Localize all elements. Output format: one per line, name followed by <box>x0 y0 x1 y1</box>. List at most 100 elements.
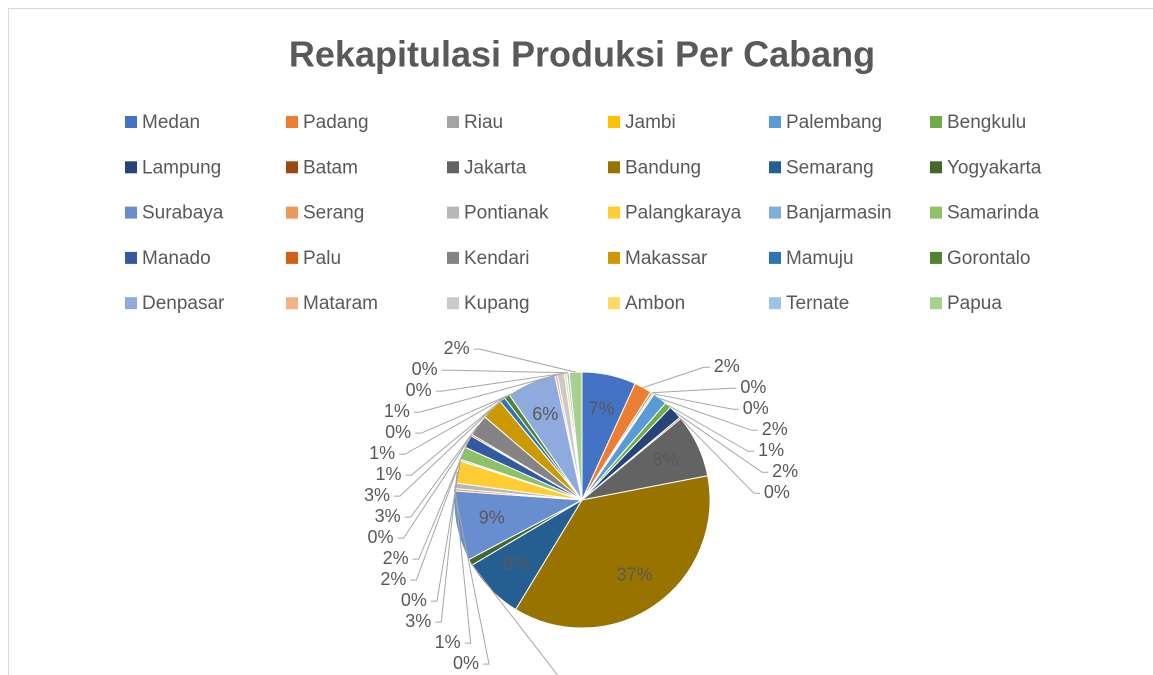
legend-marker <box>930 116 942 128</box>
legend-marker <box>286 116 298 128</box>
legend-label: Samarinda <box>947 203 1039 224</box>
leader-line <box>435 372 566 392</box>
data-label: 7% <box>589 399 615 419</box>
data-label: 3% <box>405 611 431 631</box>
leader-line <box>642 366 710 389</box>
legend-marker <box>930 206 942 219</box>
leader-line <box>469 562 559 675</box>
legend-label: Palangkaraya <box>625 203 742 224</box>
legend-marker <box>286 161 298 174</box>
data-label: 1% <box>529 674 555 675</box>
data-label: 1% <box>435 632 461 652</box>
leader-line <box>415 374 557 434</box>
data-label: 0% <box>764 482 790 502</box>
legend-label: Riau <box>464 112 503 133</box>
data-label: 0% <box>401 590 427 610</box>
data-label: 2% <box>714 356 740 376</box>
legend-label: Kupang <box>464 293 530 314</box>
legend-label: Papua <box>947 293 1002 314</box>
data-label: 2% <box>762 419 788 439</box>
leader-line <box>653 393 739 410</box>
data-label: 0% <box>412 359 438 379</box>
legend-marker <box>930 161 942 174</box>
legend-label: Palu <box>303 248 341 269</box>
legend-label: Jakarta <box>464 157 527 178</box>
chart-title: Rekapitulasi Produksi Per Cabang <box>289 34 875 75</box>
legend-label: Jambi <box>625 112 676 133</box>
legend-marker <box>286 206 298 219</box>
legend-marker <box>447 206 459 219</box>
data-label: 0% <box>740 377 766 397</box>
legend-marker <box>608 297 620 310</box>
legend-marker <box>447 297 459 310</box>
legend-marker <box>125 251 137 264</box>
legend-label: Ambon <box>625 293 685 314</box>
data-label: 2% <box>383 548 409 568</box>
legend-marker <box>930 297 942 310</box>
data-label: 9% <box>479 508 505 528</box>
legend-label: Pontianak <box>464 203 549 224</box>
legend-marker <box>930 251 942 264</box>
legend-label: Kendari <box>464 248 530 269</box>
leader-line <box>454 485 472 644</box>
leader-line <box>473 348 576 373</box>
legend-label: Padang <box>303 112 369 133</box>
legend-marker <box>286 251 298 264</box>
legend-marker <box>608 116 620 128</box>
data-label: 3% <box>375 506 401 526</box>
legend-label: Palembang <box>786 112 882 133</box>
leader-line <box>412 441 469 560</box>
legend-label: Surabaya <box>142 203 224 224</box>
leader-line <box>679 417 760 494</box>
leader-line <box>410 453 464 581</box>
leader-line <box>399 395 508 455</box>
data-label: 0% <box>453 653 479 673</box>
legend-marker <box>125 297 137 310</box>
pie-slice <box>514 475 711 629</box>
legend-label: Banjarmasin <box>786 203 892 224</box>
leader-line <box>405 399 503 476</box>
legend-marker <box>125 161 137 174</box>
data-label: 37% <box>617 564 653 584</box>
legend-label: Semarang <box>786 157 874 178</box>
legend-label: Bengkulu <box>947 112 1026 133</box>
legend-marker <box>769 297 781 310</box>
legend-marker <box>447 251 459 264</box>
legend-marker <box>769 206 781 219</box>
leader-line <box>393 408 493 497</box>
data-label: 3% <box>364 485 390 505</box>
legend-label: Mataram <box>303 293 378 314</box>
data-label: 8% <box>652 450 678 470</box>
leader-line <box>413 373 561 413</box>
leader-line <box>453 489 490 665</box>
data-label: 0% <box>743 398 769 418</box>
leader-line <box>441 369 568 374</box>
legend-marker <box>608 251 620 264</box>
data-label: 0% <box>406 380 432 400</box>
legend-label: Ternate <box>786 293 849 314</box>
legend-marker <box>769 161 781 174</box>
leader-line <box>674 411 769 473</box>
data-label: 6% <box>532 404 558 424</box>
leader-line <box>651 387 737 394</box>
data-label: 2% <box>444 338 470 358</box>
legend-label: Lampung <box>142 157 221 178</box>
legend-label: Medan <box>142 112 200 133</box>
data-label: 1% <box>384 401 410 421</box>
legend-marker <box>286 297 298 310</box>
data-label: 2% <box>380 569 406 589</box>
legend-label: Manado <box>142 248 211 269</box>
data-label: 1% <box>758 440 784 460</box>
legend-marker <box>608 206 620 219</box>
legend-label: Yogyakarta <box>947 157 1042 178</box>
legend-label: Batam <box>303 157 358 178</box>
legend-label: Mamuju <box>786 248 854 269</box>
data-label: 8% <box>503 554 529 574</box>
data-label: 2% <box>772 461 798 481</box>
legend-marker <box>769 251 781 264</box>
legend-marker <box>125 206 137 219</box>
data-label: 1% <box>375 464 401 484</box>
legend-marker <box>608 161 620 174</box>
